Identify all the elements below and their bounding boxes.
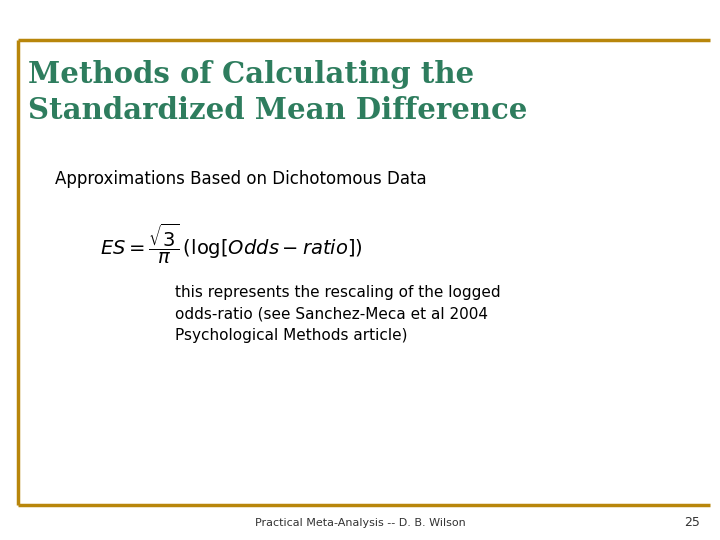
Text: Approximations Based on Dichotomous Data: Approximations Based on Dichotomous Data <box>55 170 427 188</box>
Text: Methods of Calculating the
Standardized Mean Difference: Methods of Calculating the Standardized … <box>28 60 527 125</box>
Text: this represents the rescaling of the logged
odds-ratio (see Sanchez-Meca et al 2: this represents the rescaling of the log… <box>175 285 500 343</box>
Text: $\mathit{ES} = \dfrac{\sqrt{3}}{\pi}\,\left(\mathrm{log}\left[\mathit{Odds-ratio: $\mathit{ES} = \dfrac{\sqrt{3}}{\pi}\,\l… <box>100 222 363 266</box>
Text: Practical Meta-Analysis -- D. B. Wilson: Practical Meta-Analysis -- D. B. Wilson <box>255 518 465 528</box>
Text: 25: 25 <box>684 516 700 530</box>
